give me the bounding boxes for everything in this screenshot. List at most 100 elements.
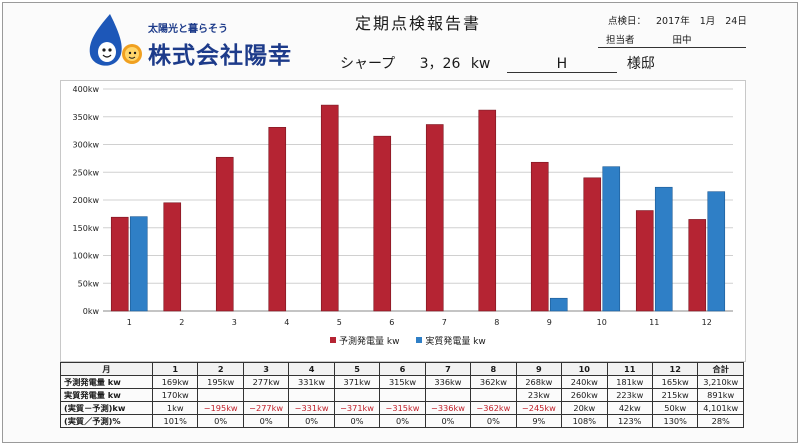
page-title: 定期点検報告書 xyxy=(355,14,482,33)
table-cell: 4,101kw xyxy=(697,401,744,415)
table-cell xyxy=(333,388,381,402)
table-header-cell: 8 xyxy=(470,362,517,376)
table-cell: 0% xyxy=(333,414,381,428)
table-row: 実質発電量 kw 170kw 23kw 260kw 223kw 215kw 891kw xyxy=(60,388,744,402)
inspection-date: 点検日： 2017年 1月 24日 xyxy=(608,13,757,27)
table-header-cell: 12 xyxy=(651,362,699,376)
table-row: (実質－予測)kw 1kw −195kw −277kw −331kw −371kw −315… xyxy=(60,401,744,415)
bar-actual-12 xyxy=(707,191,726,312)
customer-name: H xyxy=(506,56,617,73)
chart-legend: 予測発電量 kw 実質発電量 kw xyxy=(330,334,500,347)
table-cell: 371kw xyxy=(333,375,381,389)
legend-item-actual: 実質発電量 kw xyxy=(416,337,486,347)
table-cell: −331kw xyxy=(288,401,335,415)
x-tick-label: 10 xyxy=(597,318,607,327)
bar-predicted-5 xyxy=(320,104,339,312)
row-label: (実質／予測)% xyxy=(60,414,153,428)
system-info: シャープ 3，26 kw H 様邸 xyxy=(340,53,661,73)
table-cell: 0% xyxy=(197,414,244,428)
table-cell: −315kw xyxy=(379,401,426,415)
bar-actual-9 xyxy=(549,297,568,312)
row-label: 予測発電量 kw xyxy=(60,375,153,389)
table-header-cell: 合計 xyxy=(697,362,744,376)
bar-predicted-9 xyxy=(530,161,549,312)
table-cell: 9% xyxy=(515,414,563,428)
table-header-cell: 11 xyxy=(606,362,653,376)
table-cell: 0% xyxy=(424,414,472,428)
table-header-cell: 1 xyxy=(151,362,199,376)
table-cell: 50kw xyxy=(651,401,699,415)
table-header-cell: 5 xyxy=(333,362,381,376)
customer-suffix: 様邸 xyxy=(626,56,655,72)
x-tick-label: 11 xyxy=(649,318,659,327)
table-cell: 108% xyxy=(561,414,608,428)
table-cell: 0% xyxy=(288,414,335,428)
table-cell xyxy=(288,388,335,402)
inspection-day: 24日 xyxy=(725,16,747,27)
row-label: 実質発電量 kw xyxy=(60,388,153,402)
x-tick-label: 3 xyxy=(232,318,237,327)
table-cell xyxy=(470,388,517,402)
table-row: (実質／予測)% 101% 0% 0% 0% 0% 0% 0% 0% 9% 108% 123% 130%… xyxy=(60,414,744,428)
logo-company-name: 株式会社陽幸 xyxy=(148,43,292,69)
bar-predicted-12 xyxy=(688,219,707,312)
x-tick-label: 6 xyxy=(389,318,394,327)
table-cell: −245kw xyxy=(515,401,563,415)
bar-predicted-1 xyxy=(110,216,129,312)
y-tick-label: 100kw xyxy=(73,252,100,261)
table-cell: 42kw xyxy=(606,401,653,415)
x-tick-label: 8 xyxy=(494,318,499,327)
x-tick-label: 7 xyxy=(442,318,447,327)
legend-label-actual: 実質発電量 kw xyxy=(425,337,486,347)
y-tick-label: 50kw xyxy=(78,279,100,288)
table-cell: 223kw xyxy=(606,388,653,402)
inspection-date-label: 点検日： xyxy=(608,16,647,27)
table-cell xyxy=(424,388,472,402)
table-cell: 170kw xyxy=(151,388,199,402)
legend-swatch-actual xyxy=(416,337,423,343)
x-tick-label: 1 xyxy=(127,318,132,327)
y-tick-label: 350kw xyxy=(73,113,100,122)
table-cell: 362kw xyxy=(470,375,517,389)
table-cell: 130% xyxy=(651,414,699,428)
table-cell: 169kw xyxy=(151,375,199,389)
table-cell: 315kw xyxy=(379,375,426,389)
row-label: (実質－予測)kw xyxy=(60,401,153,415)
table-header-row: 月 1 2 3 4 5 6 7 8 9 10 11 12 合計 xyxy=(60,362,744,376)
x-tick-label: 4 xyxy=(284,318,289,327)
system-capacity: 3，26 xyxy=(419,56,461,72)
table-cell: 215kw xyxy=(651,388,699,402)
table-cell: −371kw xyxy=(333,401,381,415)
table-cell: −336kw xyxy=(424,401,472,415)
table-header-cell: 6 xyxy=(379,362,426,376)
inspection-month: 1月 xyxy=(699,16,716,27)
system-unit: kw xyxy=(470,56,491,72)
table-cell: 1kw xyxy=(151,401,199,415)
bar-predicted-4 xyxy=(268,126,287,312)
mascot-icon xyxy=(89,14,142,66)
table-cell xyxy=(242,388,290,402)
table-header-cell: 4 xyxy=(288,362,335,376)
bar-predicted-11 xyxy=(635,210,654,312)
table-cell: 0% xyxy=(470,414,517,428)
table-cell: 165kw xyxy=(651,375,699,389)
legend-item-predicted: 予測発電量 kw xyxy=(330,337,399,347)
table-cell: 0% xyxy=(242,414,290,428)
bar-chart-svg: 0kw 50kw 100kw 150kw 200kw 250kw 300kw 350kw 400… xyxy=(73,85,733,327)
table-cell: −277kw xyxy=(242,401,290,415)
table-header-cell: 3 xyxy=(242,362,290,376)
table-cell: 260kw xyxy=(561,388,608,402)
table-cell: 123% xyxy=(606,414,653,428)
table-cell: 101% xyxy=(151,414,199,428)
table-cell: −362kw xyxy=(470,401,517,415)
y-tick-label: 250kw xyxy=(73,168,100,177)
bar-actual-10 xyxy=(602,166,621,312)
table-cell: 0% xyxy=(379,414,426,428)
table-cell xyxy=(379,388,426,402)
logo-tagline: 太陽光と暮らそう xyxy=(148,24,228,35)
table-cell: 891kw xyxy=(697,388,744,402)
y-tick-label: 400kw xyxy=(73,85,100,94)
system-maker: シャープ xyxy=(340,56,396,72)
table-cell: 28% xyxy=(697,414,744,428)
x-tick-label: 5 xyxy=(337,318,342,327)
